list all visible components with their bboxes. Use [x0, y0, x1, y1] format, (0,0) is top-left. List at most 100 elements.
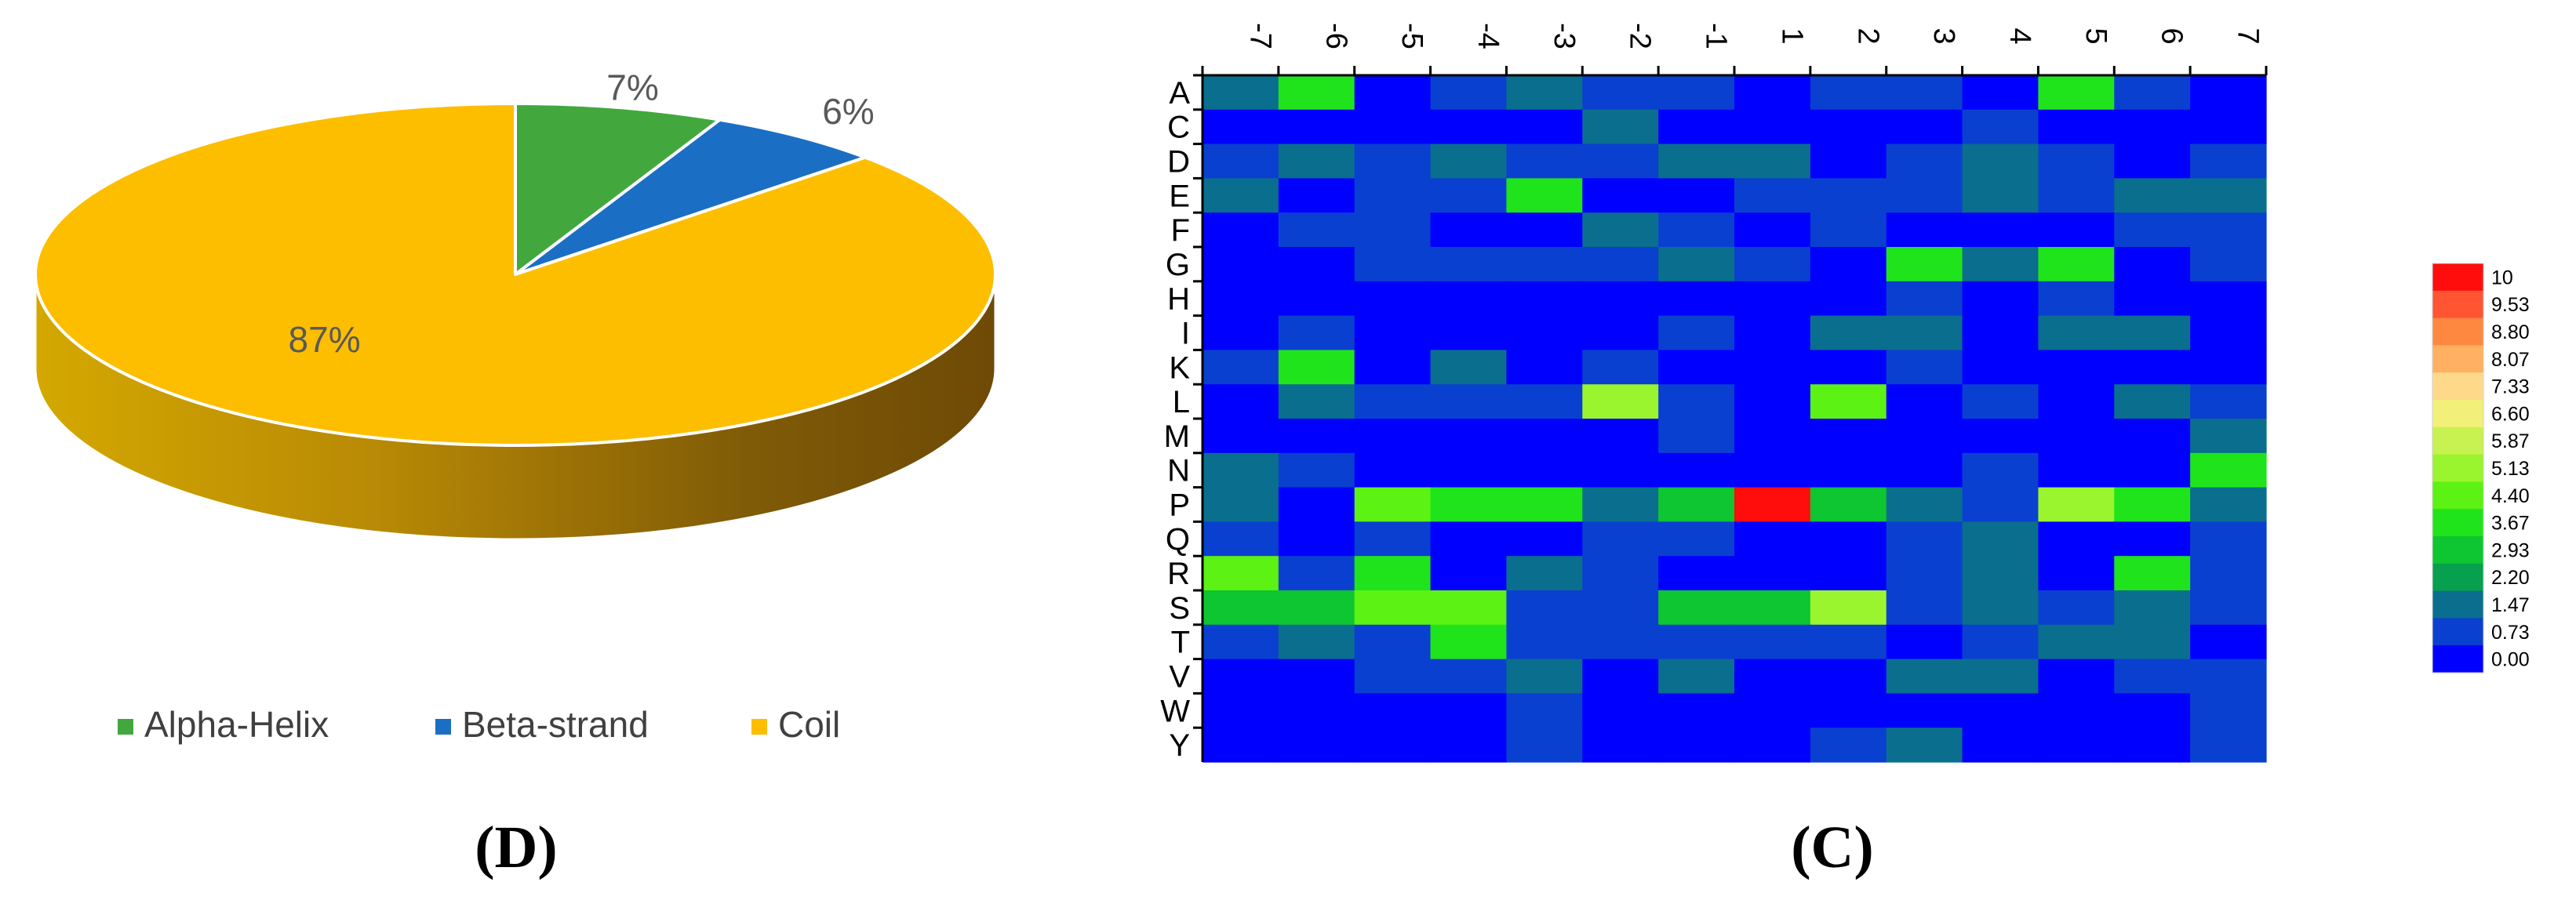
heatmap-cell — [1962, 315, 2039, 350]
colorbar-tick-label: 1.47 — [2491, 594, 2530, 616]
heatmap-cell — [1734, 109, 1811, 145]
heatmap-cell — [1202, 419, 1279, 454]
colorbar-tick-label: 8.07 — [2491, 349, 2530, 371]
pie-chart: 7% 6% 87% — [34, 67, 997, 541]
colorbar-swatch — [2432, 645, 2483, 673]
heatmap-cell — [2190, 247, 2267, 282]
heatmap-cell — [1354, 521, 1432, 557]
heatmap-cell — [1962, 247, 2039, 282]
colorbar-swatch — [2432, 426, 2483, 456]
heatmap-cell — [1582, 419, 1659, 454]
heatmap-cell — [1886, 143, 1963, 179]
colorbar-swatch — [2432, 536, 2483, 564]
legend-swatch — [435, 719, 451, 735]
heatmap-x-tick-label: -7 — [1243, 23, 1276, 49]
heatmap-cell — [1582, 109, 1659, 145]
heatmap-cell — [2114, 693, 2191, 728]
heatmap-cell — [1734, 624, 1811, 660]
heatmap-cell — [1202, 75, 1279, 111]
colorbar-swatch — [2432, 481, 2483, 510]
heatmap-cell — [1430, 178, 1508, 213]
heatmap-cell — [1886, 659, 1963, 694]
heatmap-cell — [1506, 281, 1583, 317]
colorbar-swatch — [2432, 400, 2483, 428]
heatmap-cell — [1582, 350, 1659, 385]
colorbar-swatch — [2432, 454, 2483, 482]
heatmap-cell — [2038, 419, 2115, 454]
heatmap-cell — [2190, 521, 2267, 557]
heatmap-x-tick-label: -3 — [1548, 23, 1581, 49]
heatmap-cell — [1506, 556, 1583, 591]
heatmap-cell — [1430, 452, 1508, 488]
heatmap-cell — [1506, 212, 1583, 248]
heatmap-cell — [1506, 693, 1583, 728]
heatmap-cell — [1202, 178, 1279, 213]
heatmap-cell — [1962, 178, 2039, 213]
heatmap-cell — [2114, 178, 2191, 213]
heatmap-cell — [1810, 590, 1887, 626]
heatmap-cell — [1430, 693, 1508, 728]
heatmap-x-tick-label: 3 — [1927, 27, 1960, 44]
heatmap-cell — [2190, 487, 2267, 522]
heatmap-cell — [1582, 212, 1659, 248]
heatmap-cell — [2114, 281, 2191, 317]
heatmap-cell — [1506, 315, 1583, 350]
heatmap-x-tick-label: -6 — [1319, 23, 1352, 49]
heatmap-cell — [1202, 556, 1279, 591]
heatmap-cell — [1962, 728, 2039, 763]
heatmap-y-tick-label: G — [1166, 248, 1190, 282]
heatmap-cell — [2038, 109, 2115, 145]
heatmap-cell — [1962, 419, 2039, 454]
heatmap-cell — [1734, 281, 1811, 317]
heatmap-cell — [1430, 350, 1508, 385]
heatmap-cell — [1582, 281, 1659, 317]
heatmap-cell — [1734, 143, 1811, 179]
heatmap-cell — [1354, 487, 1432, 522]
heatmap-cell — [1886, 419, 1963, 454]
heatmap-cell — [1962, 350, 2039, 385]
heatmap-y-tick-label: Q — [1166, 522, 1190, 557]
heatmap-cell — [1278, 212, 1355, 248]
heatmap-cell — [1810, 487, 1887, 522]
heatmap-cell — [1354, 75, 1432, 111]
heatmap-cell — [2190, 384, 2267, 419]
heatmap-cell — [1734, 556, 1811, 591]
heatmap-cell — [1734, 350, 1811, 385]
heatmap-cell — [1506, 659, 1583, 694]
heatmap-cell — [1202, 247, 1279, 282]
colorbar-tick-label: 3.67 — [2491, 513, 2530, 535]
heatmap-y-tick-label: E — [1169, 179, 1190, 213]
heatmap-cell — [2190, 178, 2267, 213]
colorbar-frame — [2432, 263, 2484, 673]
heatmap-cell — [1658, 419, 1735, 454]
heatmap-cell — [2190, 659, 2267, 694]
heatmap-cell — [2114, 556, 2191, 591]
heatmap-cell — [2038, 624, 2115, 660]
heatmap-cell — [1886, 487, 1963, 522]
heatmap-cell — [1962, 281, 2039, 317]
colorbar-swatch — [2432, 290, 2483, 319]
heatmap-cell — [1810, 419, 1887, 454]
heatmap-cell — [1278, 247, 1355, 282]
heatmap-cell — [2114, 590, 2191, 626]
colorbar-swatch — [2432, 618, 2483, 646]
heatmap-cell — [1506, 75, 1583, 111]
heatmap-cell — [1506, 178, 1583, 213]
heatmap-cell — [1506, 109, 1583, 145]
heatmap-cell — [1278, 556, 1355, 591]
colorbar-tick-label: 0.73 — [2491, 622, 2530, 644]
heatmap-cell — [1658, 556, 1735, 591]
heatmap-cell — [2190, 693, 2267, 728]
heatmap-cell — [1354, 624, 1432, 660]
heatmap-cell — [1430, 212, 1508, 248]
heatmap-cell — [1278, 693, 1355, 728]
heatmap-cell — [1430, 521, 1508, 557]
heatmap-cell — [1430, 143, 1508, 179]
heatmap-cell — [1810, 178, 1887, 213]
heatmap-cell — [1202, 384, 1279, 419]
heatmap-cell — [1810, 109, 1887, 145]
heatmap-cell — [2114, 659, 2191, 694]
heatmap-cell — [1810, 728, 1887, 763]
heatmap-cell — [1734, 212, 1811, 248]
heatmap-cell — [2114, 452, 2191, 488]
